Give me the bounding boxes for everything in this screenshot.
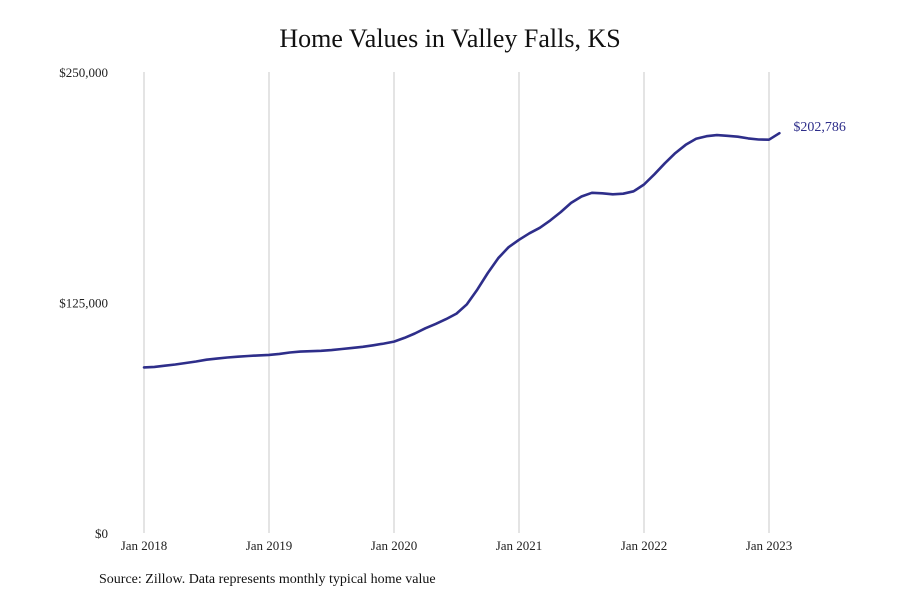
x-tick-label-4: Jan 2022 (621, 538, 668, 553)
y-tick-label-2: $250,000 (59, 65, 108, 80)
x-tick-label-2: Jan 2020 (371, 538, 418, 553)
y-tick-label-0: $0 (95, 526, 108, 541)
x-tick-label-0: Jan 2018 (121, 538, 168, 553)
end-value-label: $202,786 (793, 120, 846, 135)
y-axis-ticks: $0 $125,000 $250,000 (59, 65, 108, 541)
x-tick-label-5: Jan 2023 (746, 538, 793, 553)
x-axis-ticks: Jan 2018 Jan 2019 Jan 2020 Jan 2021 Jan 2022… (121, 538, 793, 553)
chart-title: Home Values in Valley Falls, KS (279, 24, 621, 53)
home-value-line (142, 131, 781, 369)
x-tick-label-1: Jan 2019 (246, 538, 293, 553)
source-note: Source: Zillow. Data represents monthly … (99, 572, 436, 587)
vertical-grid (143, 72, 770, 533)
y-tick-label-1: $125,000 (59, 296, 108, 311)
x-tick-label-3: Jan 2021 (496, 538, 543, 553)
